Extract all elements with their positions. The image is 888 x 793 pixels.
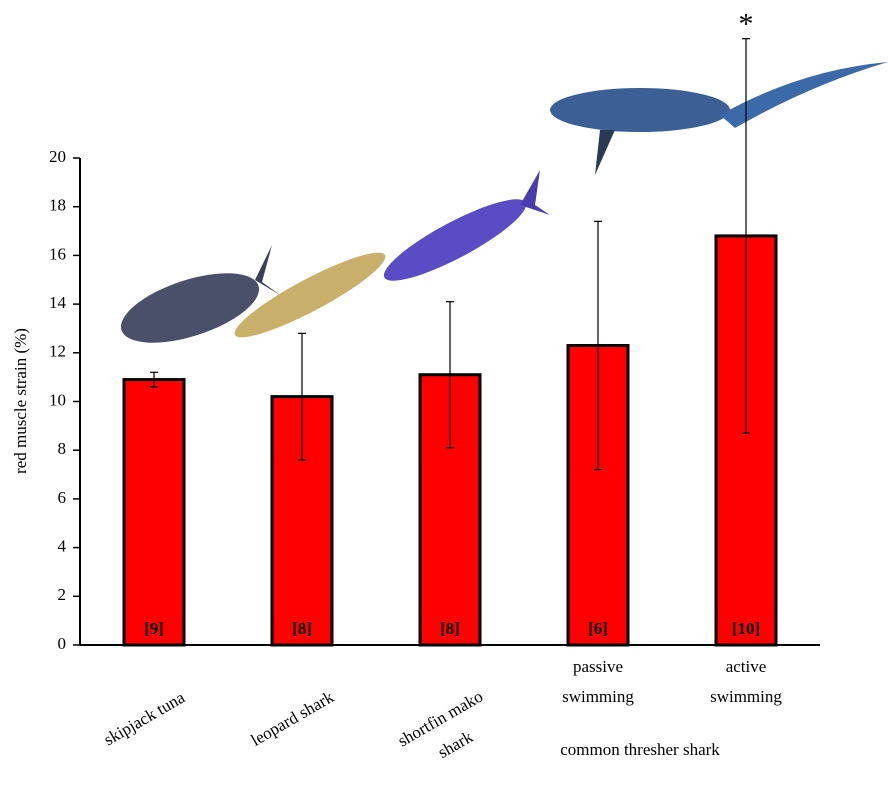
y-tick-label: 16 — [49, 244, 66, 263]
group-label: common thresher shark — [560, 740, 720, 759]
y-tick-label: 2 — [58, 585, 67, 604]
y-axis-title: red muscle strain (%) — [11, 328, 30, 474]
y-tick-label: 20 — [49, 147, 66, 166]
n-label: [8] — [440, 619, 460, 638]
x-tick-label: passive swimming — [562, 657, 634, 706]
fish-illustrations — [120, 62, 888, 343]
n-label: [6] — [588, 619, 608, 638]
n-label: [9] — [144, 619, 164, 638]
annotation: * — [739, 8, 754, 41]
n-label: [10] — [732, 619, 760, 638]
y-tick-label: 10 — [49, 390, 66, 409]
y-tick-label: 14 — [49, 293, 67, 312]
x-tick-label: active swimming — [710, 657, 782, 706]
y-tick-label: 6 — [58, 488, 67, 507]
y-tick-label: 0 — [58, 634, 67, 653]
y-tick-label: 18 — [49, 196, 66, 215]
y-tick-label: 12 — [49, 342, 66, 361]
y-tick-label: 4 — [58, 537, 67, 556]
bar — [122, 378, 186, 647]
n-label: [8] — [292, 619, 312, 638]
y-tick-label: 8 — [58, 439, 67, 458]
